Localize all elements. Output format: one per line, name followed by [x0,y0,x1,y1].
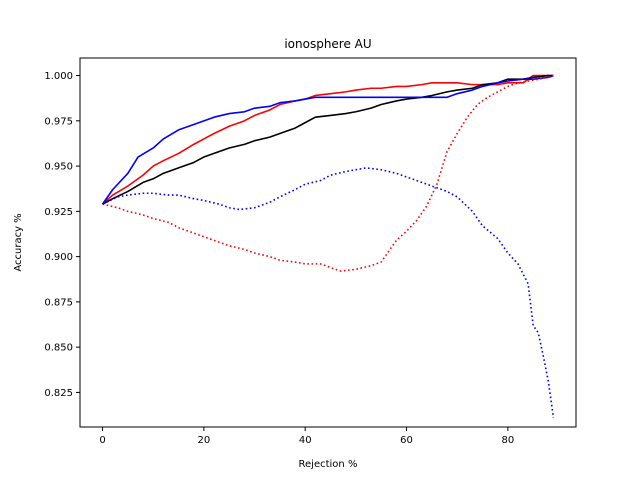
series-line-3 [101,74,554,205]
series-line-2 [102,74,554,205]
y-tick-label: 0.900 [44,252,73,263]
y-axis-label: Accuracy % [13,213,24,271]
series-layer [101,74,555,418]
plot-frame [79,57,577,428]
y-tick-label: 0.950 [44,162,73,173]
chart-title: ionosphere AU [284,37,371,51]
y-tick-label: 0.975 [44,116,73,127]
x-axis-label: Rejection % [299,459,358,470]
y-tick-label: 1.000 [44,71,73,82]
x-tick-label: 0 [99,435,105,446]
ticks-layer: 0 20 40 60 80 0.825 0.850 0.875 0.900 0.925 0.950 0… [44,71,514,446]
y-tick-label: 0.875 [44,297,73,308]
x-tick-label: 40 [299,435,312,446]
y-tick-label: 0.850 [44,343,73,354]
y-tick-label: 0.925 [44,207,73,218]
y-tick-label: 0.825 [44,388,73,399]
series-line-5 [102,167,555,418]
x-tick-label: 60 [400,435,413,446]
x-tick-label: 80 [501,435,514,446]
x-tick-label: 20 [198,435,211,446]
